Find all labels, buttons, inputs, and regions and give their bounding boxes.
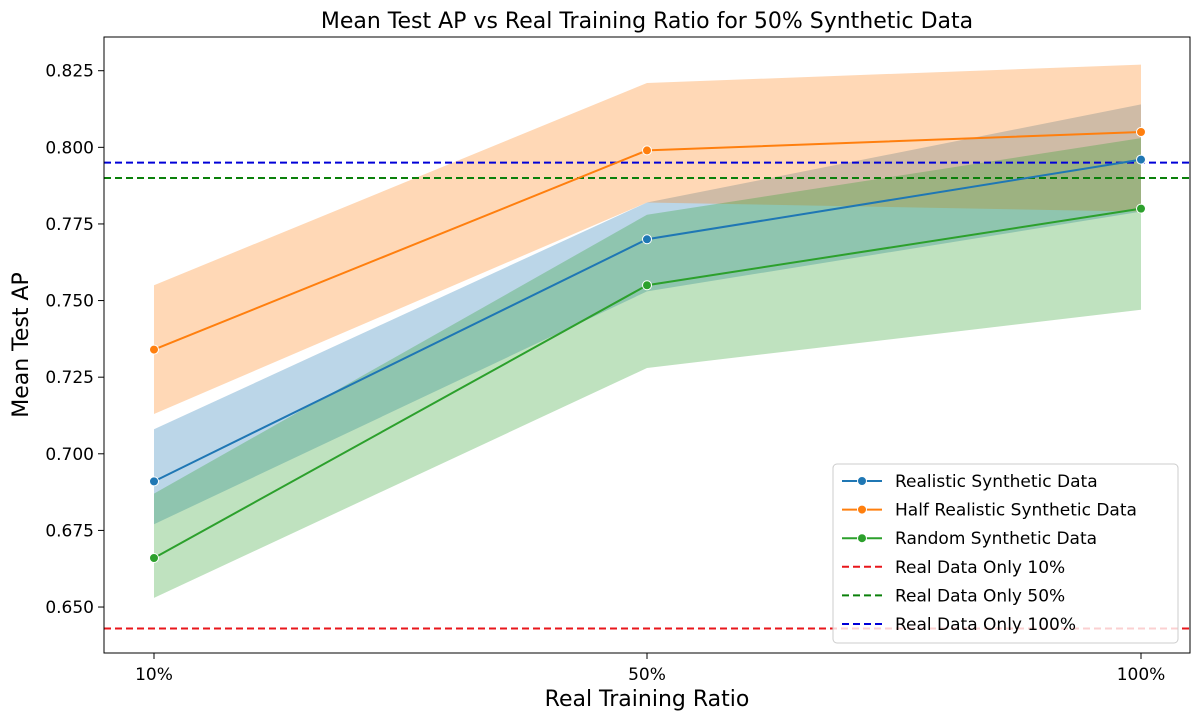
legend-label-2: Random Synthetic Data bbox=[895, 529, 1097, 549]
legend-label-1: Half Realistic Synthetic Data bbox=[895, 501, 1137, 521]
legend-label-3: Real Data Only 10% bbox=[895, 558, 1065, 578]
point-series-2-1 bbox=[642, 280, 652, 291]
chart-title: Mean Test AP vs Real Training Ratio for … bbox=[321, 9, 973, 34]
legend-label-4: Real Data Only 50% bbox=[895, 586, 1065, 606]
confidence-bands bbox=[154, 64, 1141, 598]
band-series-1 bbox=[154, 64, 1141, 414]
y-tick-label: 0.800 bbox=[45, 138, 94, 158]
band-series-0 bbox=[154, 104, 1141, 525]
point-series-1-2 bbox=[1136, 127, 1146, 138]
series-points bbox=[149, 127, 1146, 563]
legend-marker-0 bbox=[857, 476, 867, 486]
point-series-2-0 bbox=[149, 552, 159, 563]
legend-label-0: Realistic Synthetic Data bbox=[895, 472, 1098, 492]
point-series-2-2 bbox=[1136, 203, 1146, 214]
legend: Realistic Synthetic Data Half Realistic S… bbox=[832, 463, 1179, 644]
band-series-2 bbox=[154, 138, 1141, 598]
y-axis-label: Mean Test AP bbox=[9, 272, 34, 418]
x-axis-label: Real Training Ratio bbox=[545, 687, 750, 712]
point-series-0-2 bbox=[1136, 154, 1146, 165]
legend-marker-2 bbox=[857, 533, 867, 544]
x-axis-ticks: 10% 50% 100% bbox=[135, 653, 1165, 685]
point-series-1-1 bbox=[642, 145, 652, 156]
y-tick-label: 0.825 bbox=[45, 62, 94, 82]
legend-frame bbox=[832, 463, 1179, 644]
y-tick-label: 0.775 bbox=[45, 215, 94, 235]
point-series-1-0 bbox=[149, 344, 159, 355]
x-tick-label: 50% bbox=[628, 665, 666, 685]
y-tick-label: 0.725 bbox=[45, 368, 94, 388]
x-tick-label: 100% bbox=[1117, 665, 1166, 685]
y-axis-ticks: 0.650 0.675 0.700 0.725 0.750 0.775 0.800 0.825 bbox=[45, 62, 104, 618]
x-tick-label: 10% bbox=[135, 665, 173, 685]
point-series-0-0 bbox=[149, 476, 159, 487]
point-series-0-1 bbox=[642, 234, 652, 245]
y-tick-label: 0.650 bbox=[45, 598, 94, 618]
legend-label-5: Real Data Only 100% bbox=[895, 615, 1076, 635]
y-tick-label: 0.700 bbox=[45, 445, 94, 465]
y-tick-label: 0.750 bbox=[45, 292, 94, 312]
legend-marker-1 bbox=[857, 504, 867, 515]
y-tick-label: 0.675 bbox=[45, 521, 94, 541]
